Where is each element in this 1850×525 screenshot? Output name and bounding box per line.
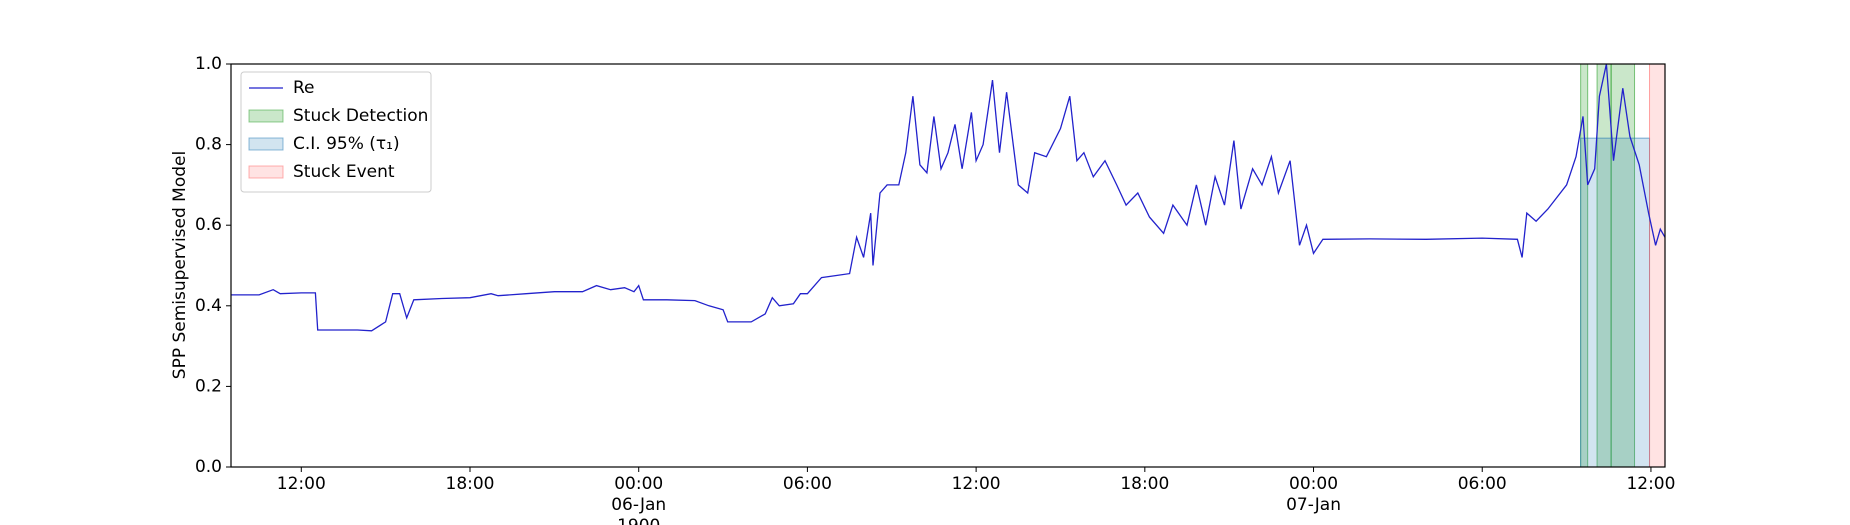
x-tick-label: 12:00 xyxy=(277,474,326,494)
y-tick-label: 0.8 xyxy=(195,135,222,155)
legend-patch xyxy=(248,165,284,179)
legend-label: Re xyxy=(293,78,315,98)
x-tick-label: 06:00 xyxy=(1458,474,1507,494)
legend-label: Stuck Detection xyxy=(293,106,428,126)
line xyxy=(231,63,1666,332)
x-tick-label: 12:00 xyxy=(952,474,1001,494)
y-tick-label: 0.6 xyxy=(195,215,222,235)
span xyxy=(1649,63,1666,468)
y-tick-label: 0.0 xyxy=(195,457,222,477)
x-tick-label: 00:00 07-Jan xyxy=(1286,474,1341,515)
x-tick-label: 18:00 xyxy=(446,474,495,494)
x-tick-label: 12:00 xyxy=(1626,474,1675,494)
legend-box xyxy=(240,71,432,193)
span xyxy=(1580,137,1651,468)
legend-label: C.I. 95% (τ₁) xyxy=(293,134,400,154)
y-tick-label: 0.2 xyxy=(195,376,222,396)
x-tick-label: 18:00 xyxy=(1120,474,1169,494)
plot-frame xyxy=(230,63,1666,468)
legend-patch xyxy=(248,109,284,123)
y-tick-label: 0.4 xyxy=(195,296,222,316)
legend-label: Stuck Event xyxy=(293,162,395,182)
y-axis-label: SPP Semisupervised Model xyxy=(170,151,190,379)
x-tick-label: 06:00 xyxy=(783,474,832,494)
legend: Re Stuck Detection C.I. 95% (τ₁) Stuck Even… xyxy=(240,71,432,193)
y-tick-label: 1.0 xyxy=(195,54,222,74)
legend-patch xyxy=(248,137,284,151)
